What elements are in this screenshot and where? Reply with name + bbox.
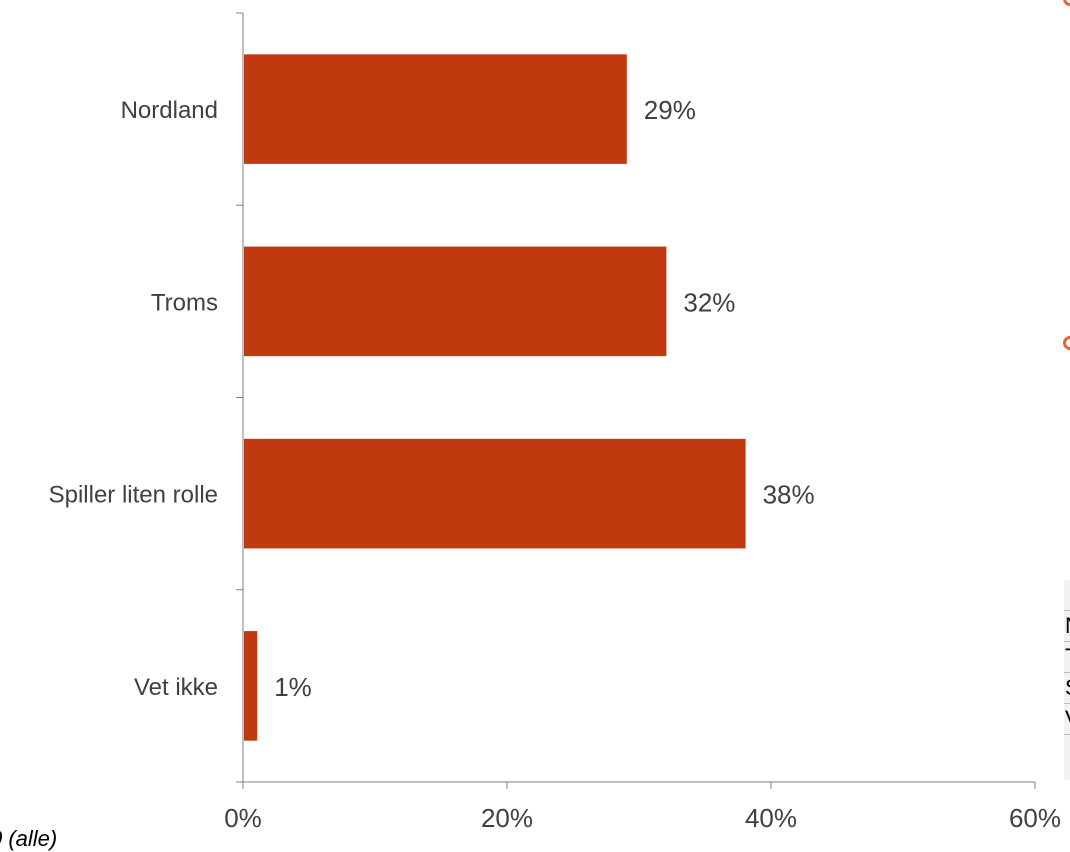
x-axis-ticks (242, 782, 1036, 789)
x-tick-label: 20% (481, 803, 533, 833)
data-label: 32% (683, 287, 735, 317)
data-labels: 29% 32% 38% 1% (274, 95, 814, 702)
legend-marker-dot (1063, 0, 1070, 6)
y-axis-ticks (236, 12, 243, 783)
category-label: Vet ikke (134, 674, 218, 701)
x-tick-label: 60% (1009, 803, 1061, 833)
category-label: Troms (151, 289, 218, 316)
bar (244, 631, 258, 741)
x-tick-label: 40% (745, 803, 797, 833)
bars (244, 54, 746, 741)
x-tick-labels: 0% 20% 40% 60% (224, 803, 1061, 833)
bar (244, 438, 746, 549)
category-label: Nordland (121, 97, 218, 124)
x-tick-label: 0% (224, 803, 262, 833)
data-label: 38% (763, 480, 815, 510)
right-table-row: V (1064, 704, 1070, 735)
right-table-row: S (1064, 673, 1070, 704)
right-table-fragment: N T S V (1064, 580, 1070, 780)
bar (244, 246, 667, 357)
right-table-row (1064, 580, 1070, 611)
legend-marker-dot (1063, 336, 1070, 350)
category-label: Spiller liten rolle (49, 482, 218, 509)
bar (244, 54, 627, 164)
right-table-row: T (1064, 642, 1070, 673)
footnote: 0 (alle) (0, 826, 58, 851)
data-label: 1% (274, 672, 312, 702)
category-labels: Nordland Troms Spiller liten rolle Vet ikke (49, 97, 218, 701)
data-label: 29% (644, 95, 696, 125)
right-table-row: N (1064, 611, 1070, 642)
